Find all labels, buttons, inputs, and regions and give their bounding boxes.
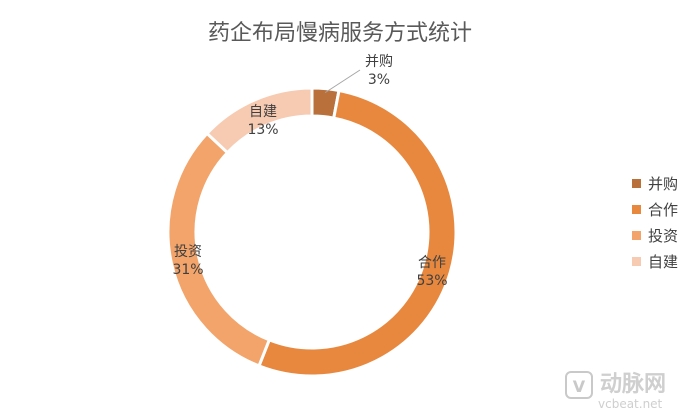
data-label-value: 31% (172, 262, 203, 278)
legend-label: 投资 (648, 227, 678, 245)
data-label-category: 自建 (249, 104, 277, 120)
watermark-icon-glyph: V (573, 377, 586, 396)
watermark-icon (565, 371, 593, 399)
legend-label: 合作 (648, 201, 678, 219)
watermark-url: vcbeat.net (598, 397, 663, 411)
chart-title: 药企布局慢病服务方式统计 (208, 21, 472, 46)
data-labels: 并购 3% 合作 53% 投资 31% 自建 13% (172, 54, 447, 289)
data-label-value: 13% (247, 122, 278, 138)
watermark-brand: 动脉网 (600, 372, 666, 397)
data-label-value: 3% (368, 72, 390, 88)
data-label-value: 53% (416, 273, 447, 289)
data-label-category: 投资 (174, 244, 202, 260)
legend-swatch (632, 231, 641, 240)
legend-swatch (632, 205, 641, 214)
data-label-category: 并购 (365, 54, 393, 70)
slice-自建 (204, 86, 314, 155)
donut-slices (166, 86, 458, 378)
slice-合作 (257, 88, 458, 378)
legend-swatch (632, 179, 641, 188)
leader-line (324, 69, 361, 94)
legend-label: 并购 (648, 175, 678, 193)
legend-label: 自建 (648, 253, 678, 271)
legend-swatch (632, 257, 641, 266)
watermark-logo: V 动脉网 vcbeat.net (565, 371, 666, 411)
data-label-category: 合作 (418, 255, 446, 271)
